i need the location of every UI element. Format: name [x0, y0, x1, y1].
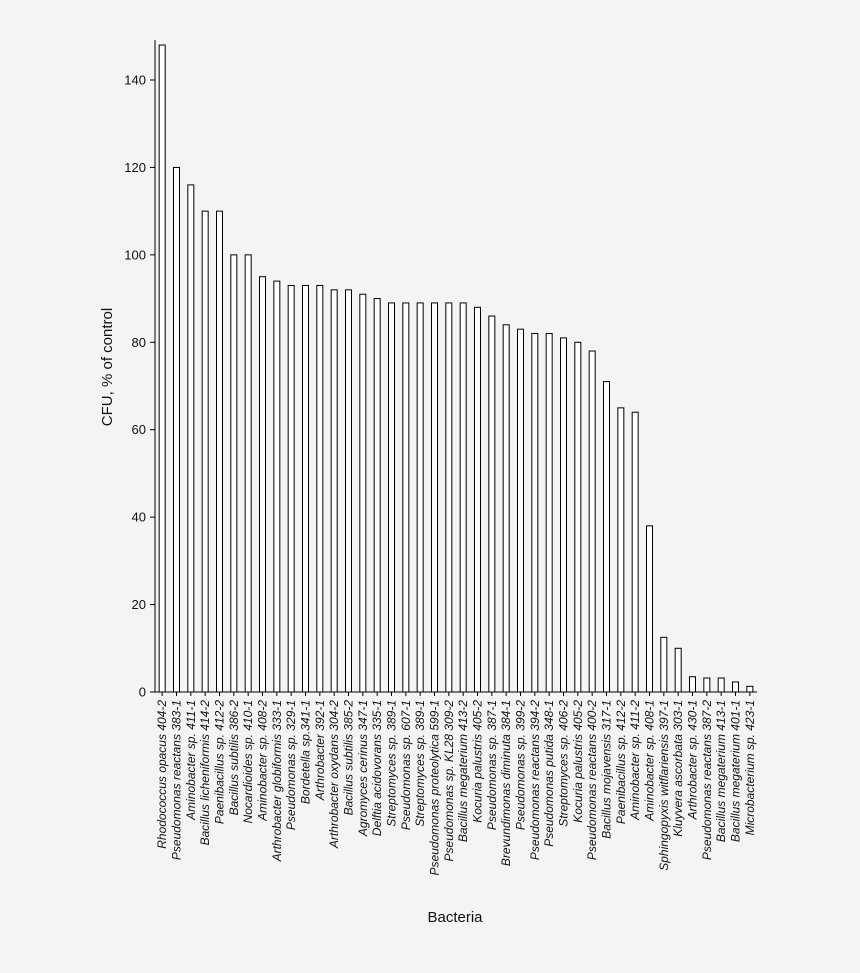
bar — [531, 333, 539, 693]
x-category-label: Arthrobacter sp. 430-1 — [686, 700, 700, 820]
bar — [617, 407, 625, 693]
x-category-label: Streptomyces sp. 389-1 — [413, 700, 427, 827]
bar — [230, 254, 238, 693]
x-category-label: Agromyces cerinus 347-1 — [356, 700, 370, 837]
y-tick-label: 80 — [132, 335, 146, 350]
bar — [646, 525, 653, 693]
bar — [345, 289, 352, 693]
bar — [316, 284, 324, 693]
bar — [173, 166, 180, 693]
x-category-label: Paenibacillus sp. 412-2 — [614, 700, 628, 824]
bar — [545, 333, 553, 693]
bar — [603, 381, 610, 693]
x-category-label: Bacillus megaterium 413-1 — [714, 700, 728, 842]
y-tick-label: 0 — [139, 685, 146, 700]
x-category-label: Aminobacter sp. 408-1 — [643, 700, 657, 822]
bar — [703, 677, 711, 693]
bar — [416, 302, 424, 693]
bar — [732, 681, 739, 693]
bar — [431, 302, 438, 693]
y-tick-label: 20 — [132, 597, 146, 612]
y-tick-label: 60 — [132, 422, 146, 437]
x-category-label: Pseudomonas sp. KL28 309-2 — [442, 700, 456, 862]
x-category-label: Bordetella sp.341-1 — [299, 700, 313, 804]
bar — [746, 685, 754, 693]
x-category-label: Microbacterium sp. 423-1 — [743, 700, 757, 835]
y-tick-label: 40 — [132, 510, 146, 525]
x-category-label: Paenibacillus sp. 412-2 — [213, 700, 227, 824]
x-axis: Rhodococcus opacus 404-2 Pseudomonas reac… — [155, 691, 757, 875]
bar — [660, 636, 668, 693]
x-category-label: Aminobacter sp. 408-2 — [256, 700, 270, 822]
bar — [187, 184, 195, 693]
bar — [216, 210, 223, 693]
x-category-label: Bacillus subtilis 385-2 — [342, 700, 356, 816]
x-category-label: Pseudomonas sp. 329-1 — [284, 700, 298, 830]
y-axis: 0 20 40 60 80 100 120 140 — [124, 40, 156, 700]
bar — [574, 341, 582, 693]
x-category-label: Pseudomonas reactans 394-2 — [528, 700, 542, 860]
bar — [373, 298, 381, 693]
x-category-label: Pseudomonas reactans 400-2 — [585, 700, 599, 860]
x-category-label: Arthrobacter 392-1 — [313, 700, 327, 801]
bar — [330, 289, 338, 693]
x-category-label: Bacillus megaterium 413-2 — [456, 700, 470, 842]
y-axis-title: CFU, % of control — [99, 308, 116, 426]
x-category-label: Kluyvera ascorbata 303-1 — [671, 700, 685, 837]
bar — [158, 44, 166, 693]
bar — [631, 411, 639, 693]
bar — [273, 280, 281, 693]
bar — [717, 677, 725, 693]
x-category-label: Brevundimonas diminuta 384-1 — [499, 700, 513, 866]
x-category-label: Aminobacter sp. 411-2 — [628, 700, 642, 821]
x-category-label: Pseudomonas reactans 383-1 — [170, 700, 184, 860]
bar — [201, 210, 209, 693]
x-category-label: Pseudomonas reactans 387-2 — [700, 700, 714, 860]
bar — [488, 315, 496, 693]
bar — [259, 276, 266, 693]
x-category-label: Streptomyces sp. 406-2 — [557, 700, 571, 827]
x-category-label: Rhodococcus opacus 404-2 — [155, 700, 169, 849]
x-category-label: Pseudomonas sp. 387-1 — [485, 700, 499, 830]
x-category-label: Bacillus subtilis 386-2 — [227, 700, 241, 816]
x-category-label: Arthrobacter globiformis 333-1 — [270, 700, 284, 862]
bar — [502, 324, 510, 693]
y-tick-label: 100 — [124, 247, 146, 262]
bar — [302, 284, 309, 693]
x-category-label: Delftia acidovorans 335-1 — [370, 700, 384, 836]
x-category-label: Sphingopyxis witflariensis 397-1 — [657, 700, 671, 871]
x-category-label: Pseudomonas putida 348-1 — [542, 700, 556, 847]
bar — [560, 337, 567, 693]
x-category-label: Pseudomonas sp. 399-2 — [514, 700, 528, 830]
x-category-label: Aminobacter sp. 411-1 — [184, 700, 198, 821]
bar — [445, 302, 453, 693]
bar — [459, 302, 467, 693]
bar — [674, 647, 682, 693]
x-category-label: Bacillus licheniformis 414-2 — [198, 700, 212, 846]
bar — [388, 302, 395, 693]
x-category-label: Streptomyces sp. 389-1 — [385, 700, 399, 827]
x-category-label: Nocardioides sp. 410-1 — [241, 700, 255, 823]
y-tick-label: 120 — [124, 160, 146, 175]
x-category-label: Bacillus mojavensis 317-1 — [600, 700, 614, 839]
bar — [287, 284, 295, 693]
x-category-label: Pseudomonas proteolytica 599-1 — [428, 700, 442, 875]
x-category-label: Pseudomonas sp. 607-1 — [399, 700, 413, 830]
x-category-label: Kocuria palustris 405-2 — [471, 700, 485, 823]
bar — [474, 306, 481, 693]
x-category-label: Kocuria palustris 405-2 — [571, 700, 585, 823]
x-category-label: Bacillus megaterium 401-1 — [729, 700, 743, 842]
bar — [402, 302, 410, 693]
bar — [244, 254, 252, 693]
bar — [588, 350, 596, 693]
x-category-label: Arthrobacter oxydans 304-2 — [327, 700, 341, 849]
bar — [359, 293, 367, 693]
bars-group — [158, 44, 754, 693]
x-axis-title: Bacteria — [427, 909, 483, 926]
bar — [517, 328, 524, 693]
y-tick-label: 140 — [124, 73, 146, 88]
bar — [689, 676, 696, 693]
